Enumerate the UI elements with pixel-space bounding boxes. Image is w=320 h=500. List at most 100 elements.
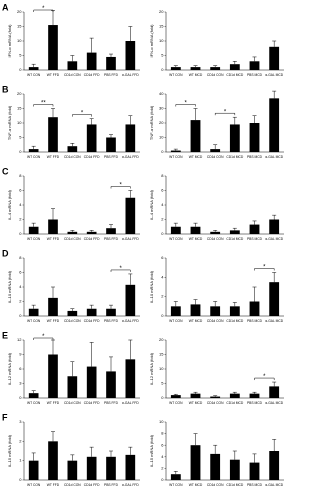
y-tick-label: 10 — [159, 366, 164, 371]
y-tick-label: 2 — [161, 294, 164, 299]
y-tick-label: 5 — [161, 381, 164, 386]
bar — [210, 453, 221, 480]
y-axis-label: IL-4 mRNA (fold) — [149, 189, 154, 219]
y-axis-label: TNF-α mRNA (fold) — [7, 105, 12, 140]
y-tick-label: 4 — [161, 454, 164, 459]
significance-bracket — [254, 377, 275, 381]
y-tick-label: 0 — [161, 395, 164, 400]
y-axis-label: TNF-α mRNA (fold) — [149, 105, 154, 140]
x-tick-label: WT CON — [169, 73, 183, 77]
x-tick-label: WT MCD — [189, 73, 203, 77]
y-tick-label: 4 — [161, 274, 164, 279]
y-tick-label: 8 — [161, 431, 164, 436]
y-tick-label: 1 — [19, 458, 22, 463]
x-tick-label: WT CON — [169, 237, 183, 241]
significance-bracket — [33, 9, 54, 12]
bar — [28, 393, 39, 398]
x-tick-label: α-GAL MCD — [265, 401, 284, 405]
x-tick-label: WT FFD — [47, 483, 60, 487]
bar — [67, 231, 78, 234]
y-tick-label: 4 — [161, 202, 164, 207]
y-axis-label: IL-4 mRNA (fold) — [7, 189, 12, 219]
bar — [106, 228, 116, 234]
y-tick-label: 0 — [161, 231, 164, 236]
x-tick-label: CD1d CON — [207, 401, 224, 405]
y-tick-label: 0 — [19, 313, 22, 318]
x-tick-label: CD1d CON — [64, 319, 81, 323]
y-tick-label: 20 — [159, 337, 164, 342]
y-tick-label: 40 — [159, 91, 164, 96]
bar — [190, 304, 201, 316]
significance-label: * — [119, 183, 122, 189]
y-tick-label: 20 — [159, 120, 164, 125]
x-tick-label: WT CON — [169, 155, 183, 159]
bar — [48, 219, 58, 234]
y-tick-label: 0 — [19, 395, 22, 400]
x-tick-label: α-GAL MCD — [265, 237, 284, 241]
bar — [106, 137, 116, 152]
y-tick-label: 6 — [161, 442, 164, 447]
x-tick-label: WT MCD — [189, 237, 203, 241]
significance-label: * — [224, 109, 227, 115]
bar — [269, 219, 280, 234]
x-tick-label: WT CON — [27, 73, 41, 77]
y-tick-label: 10 — [159, 38, 164, 43]
bar — [67, 376, 78, 398]
x-tick-label: WT CON — [27, 237, 41, 241]
significance-label: * — [42, 6, 45, 12]
x-tick-label: CD1d CON — [207, 483, 224, 487]
bar — [48, 354, 58, 398]
y-axis-label: IL-10 mRNA (fold) — [149, 270, 154, 303]
y-tick-label: 5 — [19, 53, 22, 58]
y-tick-label: 0 — [19, 477, 22, 482]
y-tick-label: 2 — [19, 299, 22, 304]
significance-bracket — [33, 337, 54, 340]
bar — [86, 231, 97, 234]
significance-label: * — [263, 374, 266, 380]
x-tick-label: WT CON — [169, 483, 183, 487]
bar — [249, 123, 260, 152]
x-tick-label: WT MCD — [189, 401, 203, 405]
panel-letter: D — [2, 248, 9, 258]
x-tick-label: CD1d MCD — [226, 155, 243, 159]
x-tick-label: α-GAL FFD — [122, 483, 139, 487]
x-tick-label: CD1d MCD — [226, 319, 243, 323]
y-tick-label: 2 — [19, 217, 22, 222]
y-axis-label: IL-15 mRNA (fold) — [7, 434, 12, 467]
bar — [269, 386, 280, 398]
y-tick-label: 0 — [161, 313, 164, 318]
bar — [125, 359, 136, 398]
significance-bracket — [254, 268, 275, 271]
bar — [190, 393, 201, 398]
bar — [86, 52, 97, 70]
y-axis-label: IFN-α mRNA (fold) — [7, 24, 12, 58]
x-tick-label: α-GAL FFD — [122, 73, 139, 77]
bar — [28, 226, 39, 234]
bar — [28, 149, 39, 152]
x-tick-label: α-GAL MCD — [265, 483, 284, 487]
x-tick-label: PBS MCD — [247, 483, 263, 487]
x-tick-label: CD1d FFD — [84, 319, 100, 323]
bar — [48, 25, 58, 70]
bar — [190, 120, 201, 152]
x-tick-label: CD1d MCD — [226, 73, 243, 77]
bar — [28, 460, 39, 480]
x-tick-label: WT CON — [27, 401, 41, 405]
significance-label: * — [263, 265, 266, 271]
bar — [249, 393, 260, 398]
bar — [170, 67, 181, 70]
y-tick-label: 8 — [161, 173, 164, 178]
y-tick-label: 10 — [159, 135, 164, 140]
y-tick-label: 0 — [161, 149, 164, 154]
bar — [28, 67, 39, 70]
x-tick-label: CD1d CON — [64, 73, 81, 77]
significance-bracket — [33, 104, 54, 107]
bar — [67, 146, 78, 152]
bar — [125, 124, 136, 152]
bar — [170, 306, 181, 316]
x-tick-label: CD1d CON — [207, 155, 224, 159]
y-tick-label: 6 — [19, 366, 22, 371]
y-tick-label: 0 — [161, 67, 164, 72]
panel-letter: C — [2, 166, 9, 176]
bar — [106, 456, 116, 480]
